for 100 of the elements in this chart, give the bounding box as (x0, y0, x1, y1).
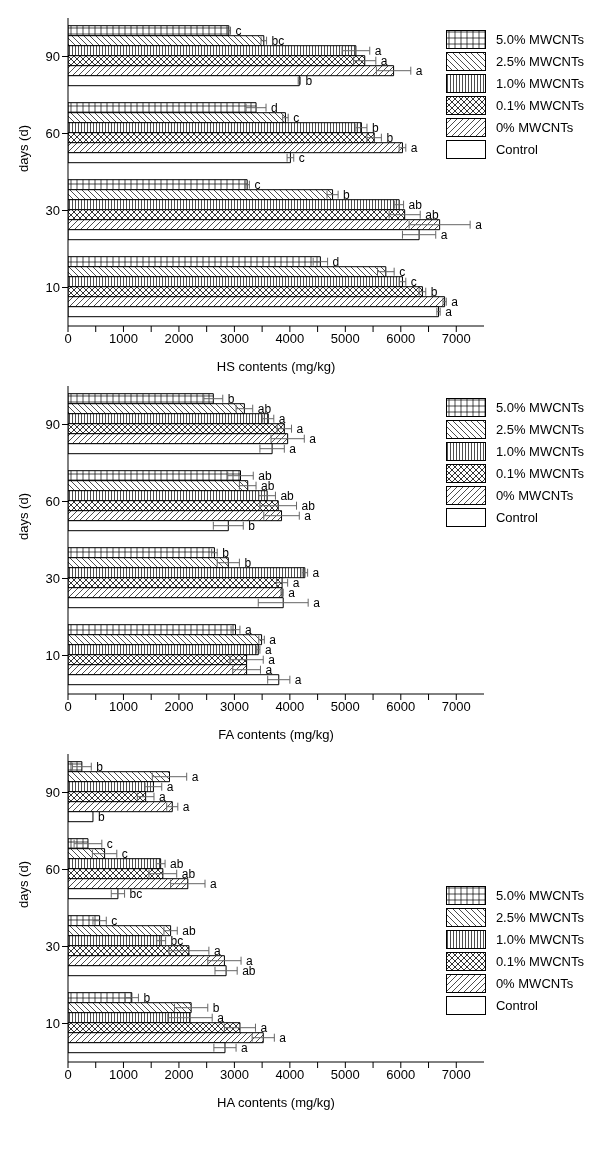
legend-label: 2.5% MWCNTs (495, 909, 584, 925)
legend-label: 0.1% MWCNTs (495, 953, 584, 969)
data-label: a (451, 294, 459, 309)
data-label: d (332, 254, 340, 269)
legend-label: 2.5% MWCNTs (495, 53, 584, 69)
x-tick-label: 1000 (109, 699, 138, 715)
x-tick-label: 2000 (164, 699, 194, 715)
data-label: a (260, 1020, 268, 1035)
data-label: ab (425, 207, 439, 222)
x-tick-label: 2000 (164, 1067, 194, 1083)
data-label: c (121, 846, 128, 861)
x-tick-label: 7000 (441, 331, 471, 347)
data-label: a (269, 632, 277, 647)
legend-label: 0.1% MWCNTs (495, 97, 584, 113)
x-tick-label: 5000 (330, 699, 360, 715)
x-axis-title: HA contents (mg/kg) (217, 1095, 335, 1110)
data-label: b (227, 391, 235, 406)
y-tick-label: 30 (45, 571, 60, 587)
legend-label: 5.0% MWCNTs (495, 887, 584, 903)
data-label: c (254, 177, 261, 192)
data-label: b (222, 545, 230, 560)
y-tick-label: 60 (45, 862, 60, 878)
data-label: b (143, 990, 151, 1005)
data-label: a (309, 431, 317, 446)
legend-label: 0% MWCNTs (495, 975, 574, 991)
legend-label: Control (495, 997, 538, 1013)
y-tick-label: 90 (45, 49, 60, 65)
data-label: b (248, 518, 256, 533)
data-label: a (289, 441, 297, 456)
data-label: a (191, 769, 199, 784)
data-label: a (475, 217, 483, 232)
x-tick-label: 5000 (330, 1067, 360, 1083)
data-label: ab (257, 401, 272, 416)
y-axis-title: days (d) (15, 861, 31, 908)
legend-label: 2.5% MWCNTs (495, 421, 584, 437)
data-label: a (278, 411, 286, 426)
data-label: a (241, 1040, 249, 1055)
x-axis-title: FA contents (mg/kg) (218, 727, 334, 742)
data-label: a (410, 140, 418, 155)
x-tick-label: 0 (64, 1067, 72, 1083)
data-label: c (106, 836, 113, 851)
data-label: c (235, 23, 242, 38)
data-label: a (296, 421, 304, 436)
data-label: c (399, 264, 406, 279)
data-label: b (244, 555, 252, 570)
data-label: bc (129, 886, 143, 901)
x-tick-label: 6000 (386, 1067, 416, 1083)
data-label: ab (182, 923, 196, 938)
data-label: ab (242, 963, 256, 978)
y-tick-label: 60 (45, 126, 60, 142)
data-label: c (410, 274, 417, 289)
data-label: a (213, 943, 221, 958)
data-label: b (212, 1000, 220, 1015)
x-tick-label: 3000 (219, 699, 249, 715)
data-label: b (386, 130, 394, 145)
legend-label: 0.1% MWCNTs (495, 465, 584, 481)
y-tick-label: 90 (45, 417, 60, 433)
data-label: b (305, 73, 313, 88)
data-label: a (244, 622, 252, 637)
x-tick-label: 5000 (330, 331, 360, 347)
data-label: a (312, 565, 320, 580)
legend-label: 5.0% MWCNTs (495, 399, 584, 415)
x-tick-label: 0 (64, 699, 72, 715)
x-tick-label: 3000 (219, 331, 249, 347)
x-tick-label: 4000 (275, 331, 305, 347)
data-label: ab (301, 498, 316, 513)
data-label: a (279, 1030, 287, 1045)
data-label: a (210, 876, 217, 891)
legend-label: 1.0% MWCNTs (495, 931, 584, 947)
data-label: a (440, 227, 448, 242)
data-label: a (158, 789, 166, 804)
x-tick-label: 1000 (109, 331, 138, 347)
data-label: bc (271, 33, 285, 48)
x-tick-label: 6000 (386, 331, 416, 347)
data-label: ab (181, 866, 196, 881)
data-label: c (293, 110, 300, 125)
data-label: a (313, 595, 321, 610)
y-axis-title: days (d) (15, 493, 31, 540)
y-axis-title: days (d) (15, 125, 31, 172)
legend-label: Control (495, 141, 538, 157)
x-tick-label: 6000 (386, 699, 416, 715)
y-tick-label: 90 (45, 785, 60, 801)
data-label: b (96, 759, 104, 774)
y-tick-label: 60 (45, 494, 60, 510)
x-tick-label: 4000 (275, 1067, 305, 1083)
data-label: a (415, 63, 423, 78)
x-tick-label: 1000 (109, 1067, 138, 1083)
data-label: b (430, 284, 438, 299)
x-tick-label: 7000 (441, 699, 471, 715)
data-label: ab (170, 856, 184, 871)
data-label: ab (261, 478, 275, 493)
x-tick-label: 3000 (219, 1067, 249, 1083)
y-tick-label: 30 (45, 939, 60, 955)
data-label: d (271, 100, 278, 115)
x-tick-label: 2000 (164, 331, 194, 347)
legend-label: Control (495, 509, 538, 525)
data-label: b (371, 120, 379, 135)
data-label: c (111, 913, 118, 928)
data-label: c (298, 150, 305, 165)
x-tick-label: 7000 (441, 1067, 471, 1083)
